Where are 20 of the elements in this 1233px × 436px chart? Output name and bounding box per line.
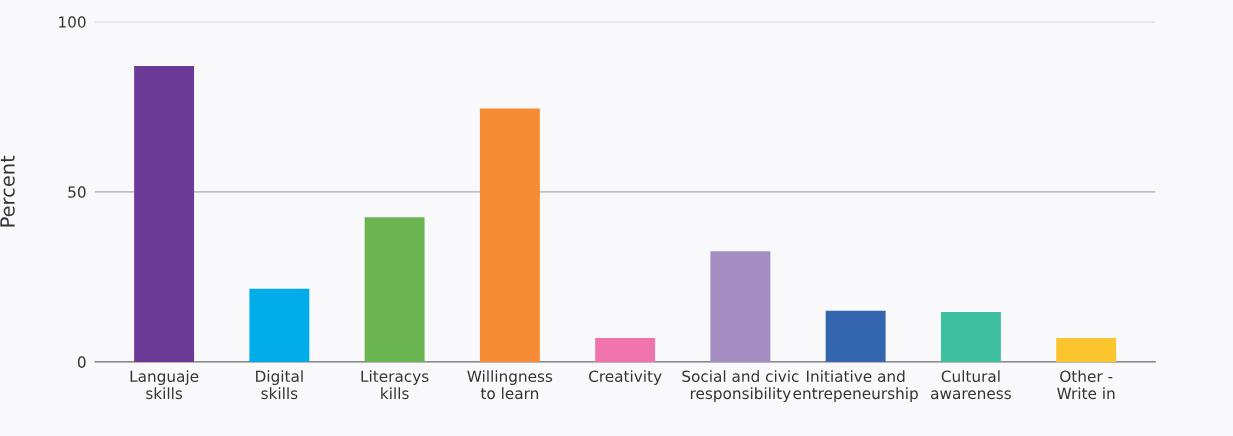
x-tick-label: Willingness to learn xyxy=(467,370,553,400)
bar xyxy=(479,108,540,362)
x-tick-label: Literacys kills xyxy=(361,370,429,400)
bar xyxy=(1056,338,1117,362)
bar xyxy=(825,310,886,362)
bar xyxy=(249,288,310,362)
y-tick-label: 100 xyxy=(59,16,86,28)
y-axis-title: Percent xyxy=(0,155,15,227)
x-tick-label: Digital skills xyxy=(256,370,303,400)
bar xyxy=(364,217,425,362)
bar xyxy=(940,311,1001,362)
x-tick-label: Other - Write in xyxy=(1057,370,1115,400)
y-tick-label: 0 xyxy=(77,356,86,368)
y-tick-label: 50 xyxy=(68,186,86,198)
x-tick-label: Cultural awareness xyxy=(931,370,1011,400)
bar xyxy=(595,338,656,362)
bar xyxy=(710,251,771,362)
bar xyxy=(134,66,195,362)
x-tick-label: Creativity xyxy=(589,370,662,385)
x-tick-label: Languaje skills xyxy=(130,370,199,400)
